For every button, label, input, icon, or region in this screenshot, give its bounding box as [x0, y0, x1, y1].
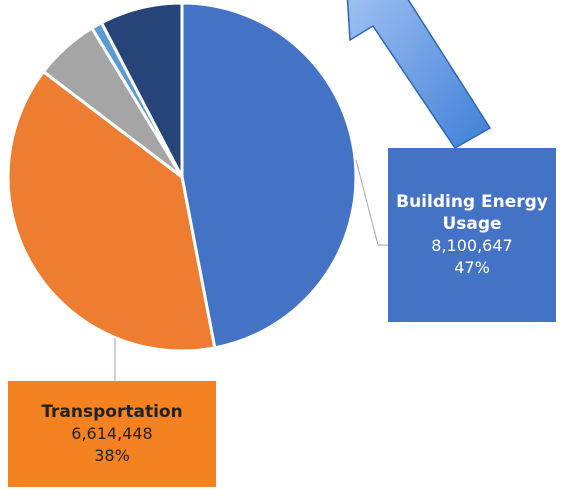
label-value: 8,100,647: [431, 236, 513, 255]
leader-line: [355, 159, 388, 246]
arrow: [346, 0, 492, 149]
pie-slice: [99, 1, 184, 178]
label-name: Building Energy Usage: [396, 192, 548, 234]
pie: [6, 1, 358, 353]
label-name: Transportation: [41, 402, 183, 422]
label-value: 6,614,448: [71, 424, 153, 443]
pie-slice: [180, 1, 358, 350]
label-percent: 47%: [454, 258, 490, 277]
pie-slice: [6, 69, 217, 353]
data-label: Transportation 6,614,448 38%: [8, 381, 216, 487]
label-percent: 38%: [94, 446, 130, 465]
data-label: Building Energy Usage 8,100,647 47%: [388, 148, 556, 322]
